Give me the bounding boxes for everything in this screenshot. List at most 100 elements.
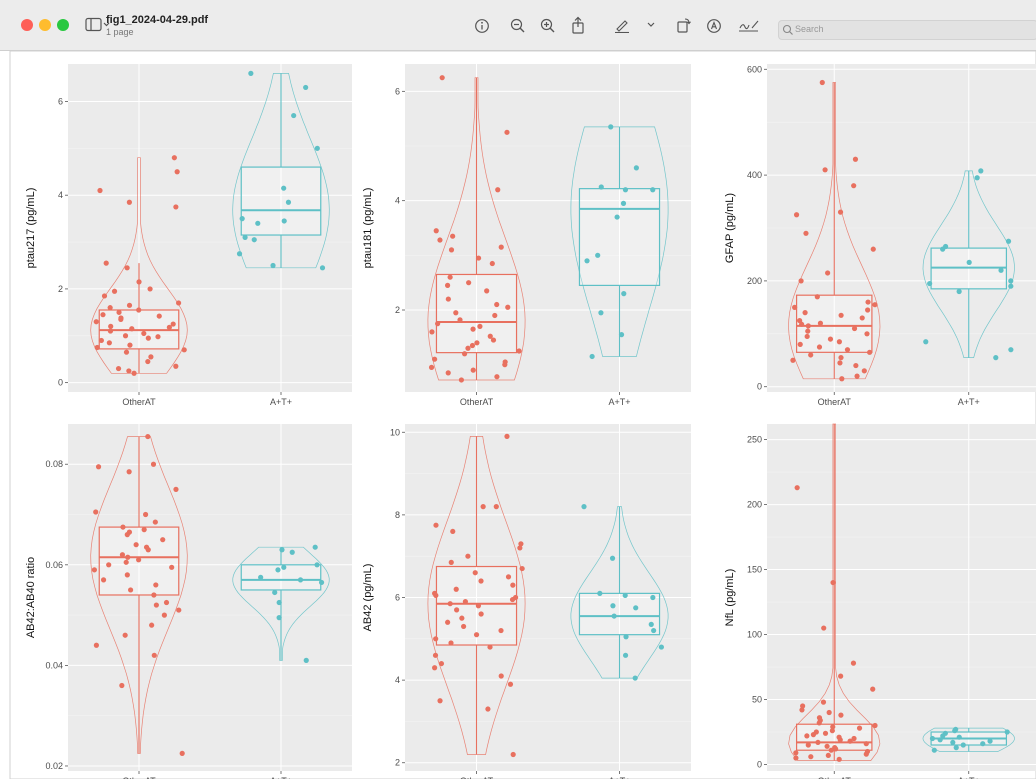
data-point [838,312,844,318]
minimize-button[interactable] [39,19,51,31]
data-point [437,698,443,704]
y-axis-label: NfL (pg/mL) [724,569,736,627]
maximize-button[interactable] [57,19,69,31]
data-point [504,433,510,439]
y-tick-label: 200 [747,276,762,286]
data-point [181,347,187,353]
data-point [609,555,616,561]
panel-background [767,424,1036,771]
data-point [160,537,166,543]
data-point [453,310,459,316]
data-point [950,739,956,746]
data-point [507,681,514,687]
data-point [153,582,159,588]
data-point [95,464,102,470]
data-point [149,622,155,628]
data-point [461,623,467,630]
data-point [242,234,248,240]
data-point [940,246,946,252]
data-point [820,699,827,705]
data-point [836,339,842,345]
data-point [472,570,478,576]
data-point [127,587,134,593]
data-point [91,567,98,573]
y-tick-label: 150 [747,565,762,575]
data-point [853,362,859,369]
close-button[interactable] [21,19,33,31]
data-point [825,752,831,759]
data-point [622,187,629,193]
data-point [498,627,504,634]
data-point [163,599,170,606]
data-point [793,755,799,761]
data-point [517,545,523,551]
x-tick-label: A+T+ [608,776,630,779]
data-point [450,528,456,535]
data-point [145,335,151,341]
data-point [1004,729,1010,735]
data-point [993,355,999,361]
window-titlebar: fig1_2024-04-29.pdf 1 page [0,0,1036,51]
data-point [864,331,870,337]
data-point [850,660,857,666]
data-point [478,578,484,584]
search-field[interactable]: Search [778,20,1036,40]
data-point [824,743,830,749]
data-point [838,673,844,679]
rotate-icon[interactable] [676,16,692,34]
data-point [980,741,986,747]
info-icon[interactable] [474,18,490,34]
x-tick-label: OtherAT [460,776,494,779]
data-point [151,652,157,658]
data-point [124,265,130,271]
markup-chevron-icon[interactable] [646,21,656,29]
markup-pen-icon[interactable] [614,17,630,33]
data-point [825,270,831,276]
data-point [448,559,454,565]
markup-circle-icon[interactable] [706,18,722,34]
data-point [966,259,972,265]
zoom-in-icon[interactable] [540,18,556,34]
violin-outline [427,436,526,755]
data-point [457,317,463,323]
data-point [118,316,124,322]
x-tick-label: OtherAT [818,776,852,779]
data-point [103,260,109,266]
data-point [116,309,122,315]
data-point [802,310,808,316]
data-point [454,607,460,613]
document-title: fig1_2024-04-29.pdf [106,14,209,26]
data-point [433,522,439,528]
data-point [502,362,508,368]
data-point [790,357,796,363]
sign-icon[interactable] [738,17,760,33]
y-tick-label: 4 [395,196,400,206]
x-tick-label: A+T+ [958,776,980,779]
data-point [281,185,287,191]
data-point [516,348,522,354]
data-point [598,184,604,190]
y-tick-label: 8 [395,510,400,520]
y-tick-label: 400 [747,170,762,180]
data-point [495,187,501,193]
data-point [276,599,282,606]
data-point [275,567,281,573]
data-point [98,337,104,344]
zoom-out-icon[interactable] [510,18,526,34]
data-point [433,636,439,642]
data-point [490,337,497,343]
data-point [314,145,320,151]
share-icon[interactable] [570,16,586,34]
sidebar-icon[interactable] [85,17,111,33]
data-point [828,747,834,753]
chevron-down-icon [103,22,110,27]
data-point [872,302,878,308]
data-point [650,187,656,193]
data-point [870,246,876,252]
data-point [494,374,500,380]
data-point [794,485,800,491]
data-point [998,267,1004,273]
data-point [821,625,827,631]
data-point [303,84,309,91]
data-point [478,611,484,617]
